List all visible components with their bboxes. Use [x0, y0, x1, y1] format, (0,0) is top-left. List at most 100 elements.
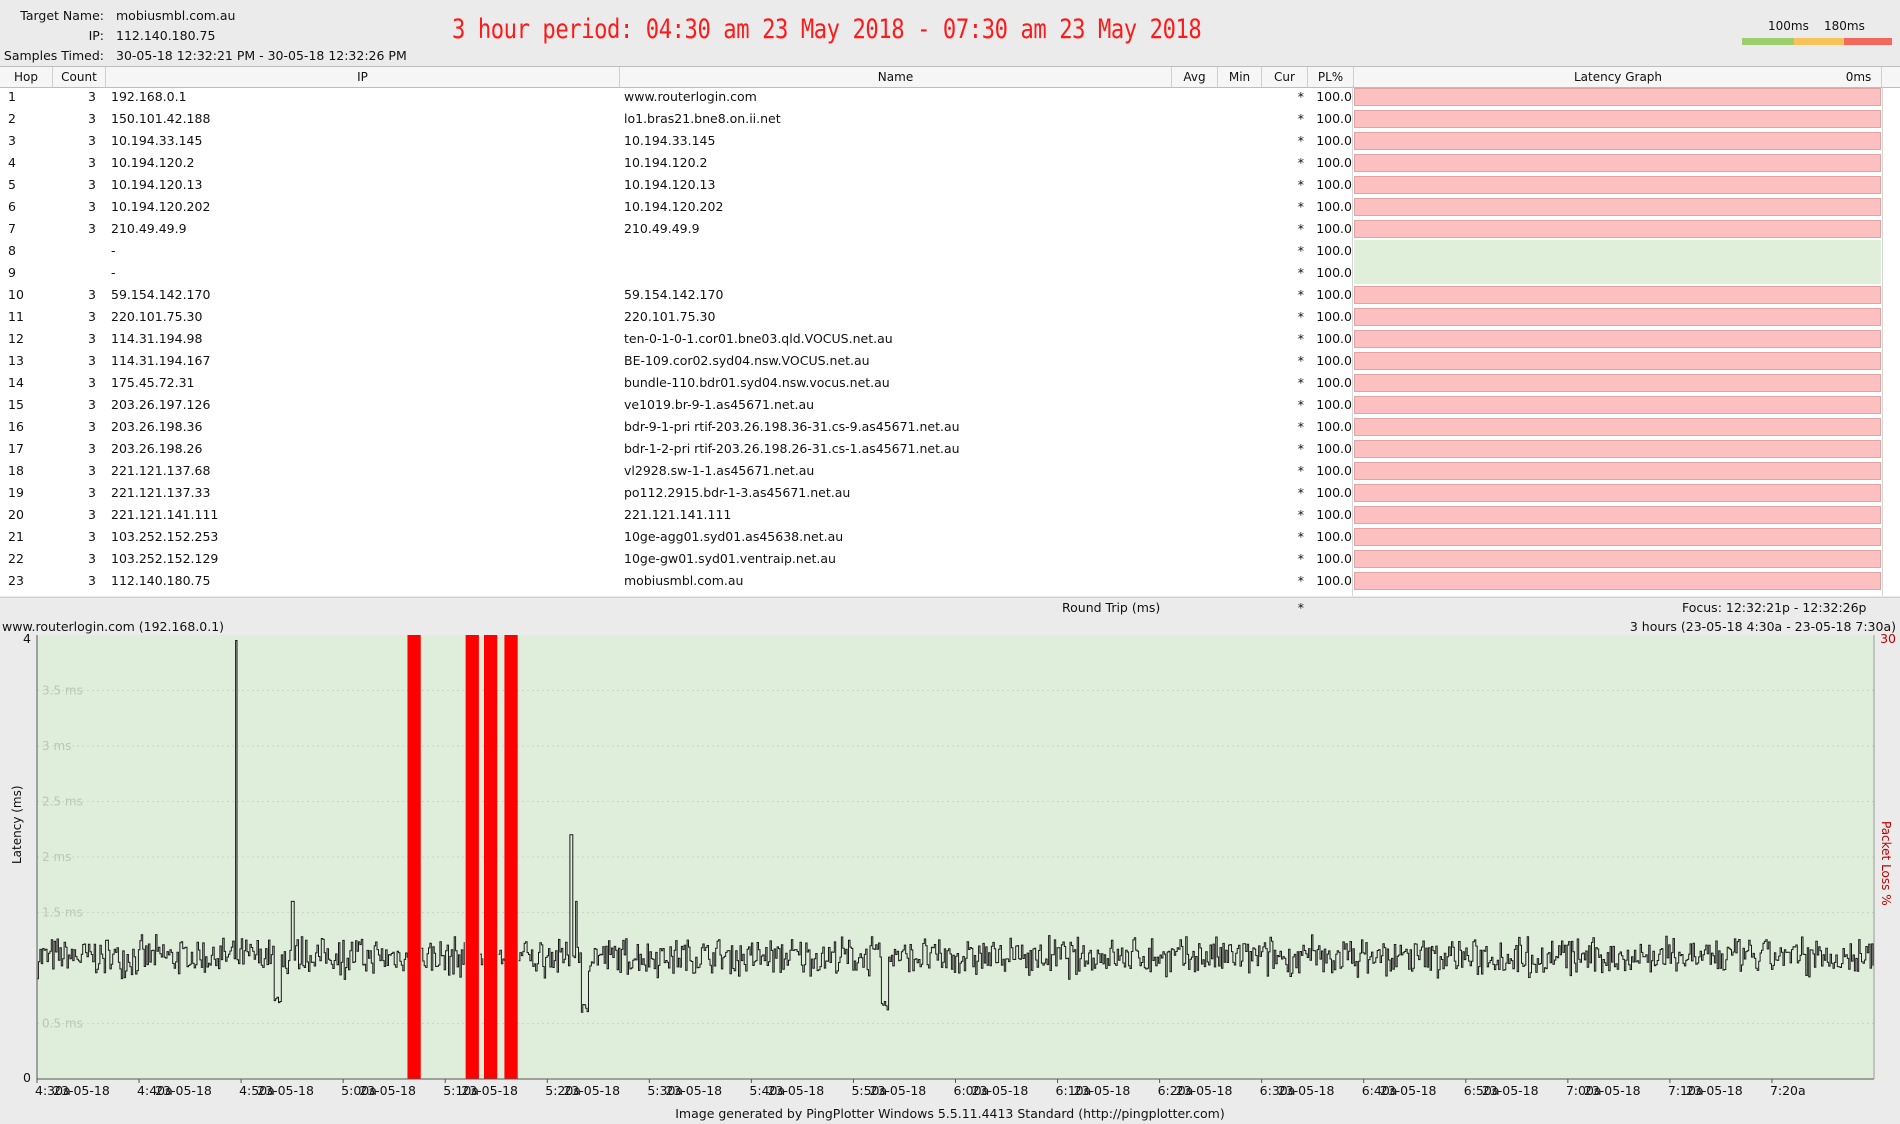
- col-name[interactable]: Name: [620, 67, 1172, 87]
- name-cell: bdr-1-2-pri rtif-203.26.198.26-31.cs-1.a…: [624, 441, 960, 456]
- col-pl[interactable]: PL%: [1308, 67, 1354, 87]
- hop-cell: 17: [8, 441, 24, 456]
- table-row[interactable]: 18 3 221.121.137.68 vl2928.sw-1-1.as45671.n…: [0, 460, 1900, 482]
- name-cell: 10.194.120.2: [624, 155, 708, 170]
- table-row[interactable]: 8 - * 100.0: [0, 240, 1900, 262]
- latency-bar-loss: [1354, 286, 1881, 304]
- round-trip-label: Round Trip (ms): [1062, 600, 1161, 615]
- ip-cell: 10.194.120.13: [111, 177, 203, 192]
- packet-loss-bar: [407, 635, 421, 1079]
- count-cell: 3: [88, 551, 96, 566]
- table-row[interactable]: 23 3 112.140.180.75 mobiusmbl.com.au * 100.0: [0, 570, 1900, 592]
- col-latency-scale-0ms: 0ms: [1836, 67, 1882, 87]
- count-cell: 3: [88, 177, 96, 192]
- name-cell: BE-109.cor02.syd04.nsw.VOCUS.net.au: [624, 353, 870, 368]
- name-cell: 10.194.120.202: [624, 199, 724, 214]
- pl-cell: 100.0: [1316, 89, 1352, 104]
- hop-cell: 16: [8, 419, 24, 434]
- graph-title: www.routerlogin.com (192.168.0.1): [2, 619, 225, 634]
- table-row[interactable]: 19 3 221.121.137.33 po112.2915.bdr-1-3.as45…: [0, 482, 1900, 504]
- ip-cell: 103.252.152.253: [111, 529, 219, 544]
- col-min[interactable]: Min: [1218, 67, 1262, 87]
- col-latency-graph[interactable]: Latency Graph: [1573, 70, 1663, 84]
- table-row[interactable]: 10 3 59.154.142.170 59.154.142.170 * 100.0: [0, 284, 1900, 306]
- table-row[interactable]: 4 3 10.194.120.2 10.194.120.2 * 100.0: [0, 152, 1900, 174]
- table-row[interactable]: 15 3 203.26.197.126 ve1019.br-9-1.as45671.n…: [0, 394, 1900, 416]
- hop-cell: 14: [8, 375, 24, 390]
- table-row[interactable]: 5 3 10.194.120.13 10.194.120.13 * 100.0: [0, 174, 1900, 196]
- x-tick-label: 7:10a: [1668, 1083, 1704, 1098]
- cur-cell: *: [1297, 419, 1304, 434]
- table-row[interactable]: 1 3 192.168.0.1 www.routerlogin.com * 100.0: [0, 86, 1900, 108]
- latency-bar-loss: [1354, 484, 1881, 502]
- count-cell: 3: [88, 353, 96, 368]
- hop-cell: 4: [8, 155, 16, 170]
- table-row[interactable]: 2 3 150.101.42.188 lo1.bras21.bne8.on.ii.ne…: [0, 108, 1900, 130]
- scale-yellow-segment: [1794, 38, 1844, 45]
- count-cell: 3: [88, 507, 96, 522]
- table-row[interactable]: 13 3 114.31.194.167 BE-109.cor02.syd04.nsw.…: [0, 350, 1900, 372]
- packet-loss-axis-title: Packet Loss %: [1879, 821, 1893, 906]
- latency-bar-loss: [1354, 572, 1881, 590]
- x-tick-date-label: 23-05-18: [53, 1083, 110, 1098]
- hop-cell: 1: [8, 89, 16, 104]
- table-row[interactable]: 22 3 103.252.152.129 10ge-gw01.syd01.ventra…: [0, 548, 1900, 570]
- pl-cell: 100.0: [1316, 221, 1352, 236]
- latency-bar-loss: [1354, 88, 1881, 106]
- ip-cell: 10.194.120.202: [111, 199, 211, 214]
- name-cell: 220.101.75.30: [624, 309, 716, 324]
- col-avg[interactable]: Avg: [1172, 67, 1218, 87]
- table-row[interactable]: 16 3 203.26.198.36 bdr-9-1-pri rtif-203.26.…: [0, 416, 1900, 438]
- table-row[interactable]: 3 3 10.194.33.145 10.194.33.145 * 100.0: [0, 130, 1900, 152]
- latency-bar-loss: [1354, 308, 1881, 326]
- table-row[interactable]: 20 3 221.121.141.111 221.121.141.111 * 100.0: [0, 504, 1900, 526]
- latency-color-scale: [1742, 38, 1892, 45]
- table-row[interactable]: 7 3 210.49.49.9 210.49.49.9 * 100.0: [0, 218, 1900, 240]
- y-tick-label: 0.5 ms: [42, 1017, 83, 1031]
- hop-cell: 20: [8, 507, 24, 522]
- latency-graph-panel[interactable]: www.routerlogin.com (192.168.0.1) 3 hour…: [0, 617, 1900, 1124]
- latency-bar-loss: [1354, 352, 1881, 370]
- y-tick-label: 1.5 ms: [42, 906, 83, 920]
- latency-bar-loss: [1354, 330, 1881, 348]
- name-cell: ve1019.br-9-1.as45671.net.au: [624, 397, 815, 412]
- table-row[interactable]: 11 3 220.101.75.30 220.101.75.30 * 100.0: [0, 306, 1900, 328]
- pl-cell: 100.0: [1316, 111, 1352, 126]
- hop-cell: 19: [8, 485, 24, 500]
- latency-chart[interactable]: 0.5 ms 1.5 ms 2 ms 2.5 ms 3 ms 3.5 ms 4 0 30 4:30…: [0, 617, 1900, 1107]
- count-cell: 3: [88, 331, 96, 346]
- latency-bar-loss: [1354, 462, 1881, 480]
- x-tick-label: 5:10a: [443, 1083, 479, 1098]
- table-row[interactable]: 21 3 103.252.152.253 10ge-agg01.syd01.as456…: [0, 526, 1900, 548]
- pl-cell: 100.0: [1316, 397, 1352, 412]
- count-cell: 3: [88, 89, 96, 104]
- x-tick-date-label: 23-05-18: [665, 1083, 722, 1098]
- packet-loss-max-label: 30: [1880, 631, 1896, 646]
- col-count[interactable]: Count: [53, 67, 106, 87]
- x-tick-date-label: 23-05-18: [767, 1083, 824, 1098]
- hop-cell: 5: [8, 177, 16, 192]
- col-hop[interactable]: Hop: [0, 67, 53, 87]
- count-cell: 3: [88, 441, 96, 456]
- table-row[interactable]: 9 - * 100.0: [0, 262, 1900, 284]
- samples-timed-label: Samples Timed:: [3, 48, 104, 63]
- latency-bar-loss: [1354, 528, 1881, 546]
- table-row[interactable]: 14 3 175.45.72.31 bundle-110.bdr01.syd04.ns…: [0, 372, 1900, 394]
- ip-cell: 221.121.137.33: [111, 485, 211, 500]
- x-tick-date-label: 23-05-18: [1584, 1083, 1641, 1098]
- table-row[interactable]: 17 3 203.26.198.26 bdr-1-2-pri rtif-203.26.…: [0, 438, 1900, 460]
- ip-cell: 192.168.0.1: [111, 89, 187, 104]
- col-ip[interactable]: IP: [106, 67, 620, 87]
- x-tick-label: 6:10a: [1056, 1083, 1092, 1098]
- pl-cell: 100.0: [1316, 529, 1352, 544]
- latency-bar-loss: [1354, 154, 1881, 172]
- ip-cell: 221.121.141.111: [111, 507, 219, 522]
- x-tick-date-label: 23-05-18: [870, 1083, 927, 1098]
- latency-bar-empty: [1354, 240, 1881, 262]
- table-row[interactable]: 6 3 10.194.120.202 10.194.120.202 * 100.0: [0, 196, 1900, 218]
- col-cur[interactable]: Cur: [1262, 67, 1308, 87]
- cur-cell: *: [1297, 221, 1304, 236]
- x-tick-date-label: 23-05-18: [563, 1083, 620, 1098]
- table-row[interactable]: 12 3 114.31.194.98 ten-0-1-0-1.cor01.bne03.…: [0, 328, 1900, 350]
- ip-value: 112.140.180.75: [116, 28, 216, 43]
